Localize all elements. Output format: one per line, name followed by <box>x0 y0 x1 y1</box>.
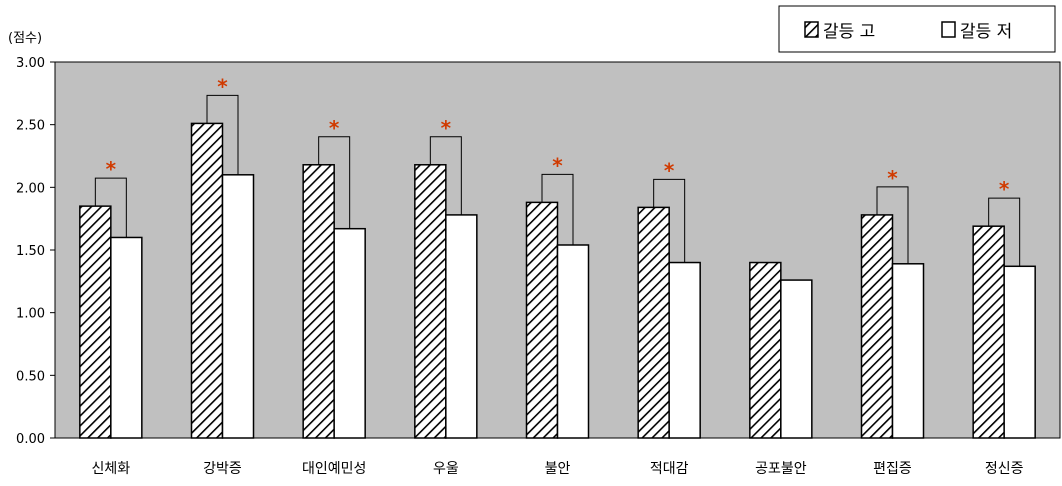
legend-box <box>778 5 1056 53</box>
significance-bracket <box>988 197 1021 267</box>
significance-bracket <box>206 94 239 175</box>
x-axis: 신체화 강박증 대인예민성 우울 불안 적대감 공포불안 편집증 정신증 <box>92 461 1024 477</box>
y-tick-label: 2.50 <box>16 119 45 134</box>
bar-conflict-high <box>414 164 447 439</box>
x-category-label: 신체화 <box>92 461 131 477</box>
legend-label-high: 갈등 고 <box>823 22 875 42</box>
x-category-label: 대인예민성 <box>302 461 366 477</box>
x-category-label: 정신증 <box>985 461 1024 477</box>
bar-conflict-high <box>860 214 894 439</box>
x-category-label: 편집증 <box>873 461 912 477</box>
bar-conflict-high <box>972 225 1005 439</box>
y-tick-label: 3.00 <box>16 56 45 71</box>
legend-label-low: 갈등 저 <box>960 22 1012 42</box>
y-tick-label: 1.50 <box>16 244 45 259</box>
y-tick-label: 2.00 <box>16 181 45 196</box>
bar-conflict-low <box>780 279 813 439</box>
bar-conflict-low <box>1003 265 1036 439</box>
legend-hatched-swatch <box>804 21 819 38</box>
bar-conflict-high <box>190 122 224 439</box>
bar-conflict-low <box>668 261 701 439</box>
bar-conflict-low <box>221 174 255 439</box>
legend: 갈등 고 갈등 저 <box>778 5 1056 53</box>
x-category-label: 우울 <box>433 461 459 477</box>
bar-conflict-high <box>637 206 670 439</box>
bar-conflict-high <box>302 164 335 439</box>
x-category-label: 강박증 <box>203 461 242 477</box>
bar-conflict-low <box>556 244 590 439</box>
y-tick-label: 0.50 <box>16 369 45 384</box>
significance-bracket <box>541 173 574 245</box>
significance-star: * <box>441 116 452 140</box>
bar-conflict-low <box>891 263 925 439</box>
y-tick-label: 1.00 <box>16 307 45 322</box>
significance-star: * <box>552 153 563 177</box>
significance-star: * <box>887 166 898 190</box>
significance-star: * <box>999 177 1010 201</box>
x-category-label: 불안 <box>545 461 571 477</box>
x-category-label: 적대감 <box>650 461 689 477</box>
significance-star: * <box>217 74 228 98</box>
y-tick-label: 0.00 <box>16 432 45 447</box>
bar-conflict-low <box>110 236 143 439</box>
x-category-label: 공포불안 <box>755 461 807 477</box>
legend-white-swatch <box>941 21 956 38</box>
bar-conflict-high <box>749 261 782 439</box>
significance-star: * <box>106 157 117 181</box>
bar-conflict-low <box>445 214 478 439</box>
bars <box>79 122 1036 439</box>
significance-star: * <box>329 116 340 140</box>
significance-markers: * * * * * * * * <box>94 74 1021 267</box>
y-axis: 0.00 0.50 1.00 1.50 2.00 2.50 3.00 <box>16 56 55 447</box>
significance-bracket <box>876 186 909 264</box>
significance-bracket <box>429 136 462 215</box>
bar-conflict-high <box>525 201 559 439</box>
significance-bracket <box>318 136 351 229</box>
y-axis-unit-label: (점수) <box>8 31 42 46</box>
bar-conflict-high <box>79 205 112 439</box>
significance-bracket <box>653 178 686 263</box>
significance-bracket <box>94 177 127 238</box>
significance-star: * <box>664 158 675 182</box>
bar-conflict-low <box>333 227 366 439</box>
